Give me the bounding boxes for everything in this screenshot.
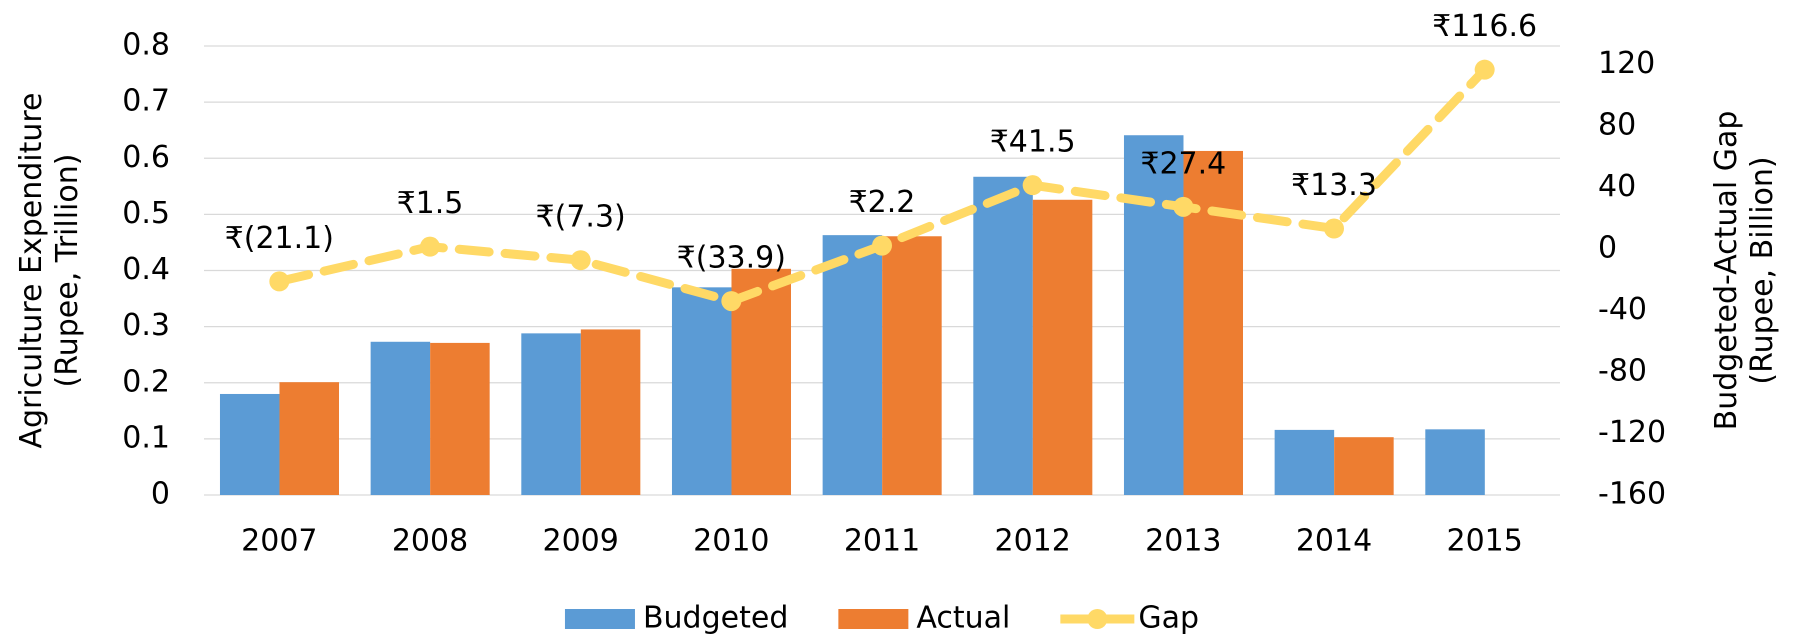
y-axis-title-line: Agriculture Expenditure — [14, 92, 49, 448]
bar — [973, 176, 1033, 496]
y2-tick-label: 40 — [1598, 169, 1636, 204]
bar — [1274, 429, 1335, 495]
y2-axis-title-line: (Rupee, Billion) — [1745, 156, 1780, 384]
y2-tick-label: -80 — [1598, 353, 1647, 388]
bar — [521, 333, 581, 495]
legend-marker — [1087, 609, 1108, 629]
y-tick-label: 0.4 — [122, 252, 170, 287]
x-tick-label: 2007 — [241, 524, 317, 559]
marker — [872, 235, 892, 256]
y2-tick-label: -40 — [1598, 292, 1647, 327]
x-tick-label: 2015 — [1446, 524, 1522, 559]
marker — [269, 271, 290, 292]
data-label: ₹116.6 — [1432, 9, 1537, 44]
bar — [1425, 429, 1485, 495]
y-tick-label: 0.7 — [122, 84, 170, 119]
y2-tick-label: -160 — [1598, 477, 1666, 512]
legend-label: Budgeted — [643, 601, 788, 636]
data-label: ₹(33.9) — [677, 241, 786, 276]
x-tick-label: 2009 — [542, 524, 618, 559]
data-label: ₹(21.1) — [225, 221, 334, 256]
y2-axis-title-line: Budgeted-Actual Gap — [1709, 111, 1744, 431]
data-label: ₹13.3 — [1291, 168, 1377, 203]
y-tick-label: 0 — [151, 477, 170, 512]
x-tick-label: 2010 — [693, 524, 769, 559]
bar — [1183, 150, 1243, 496]
bar — [279, 382, 339, 495]
legend-swatch — [838, 609, 909, 629]
legend-label: Actual — [916, 601, 1010, 636]
x-tick-label: 2013 — [1145, 524, 1221, 559]
data-label: ₹1.5 — [397, 186, 464, 221]
y-tick-label: 0.5 — [122, 196, 170, 231]
bar — [671, 287, 732, 495]
y-tick-label: 0.3 — [122, 308, 170, 343]
legend-item: Gap — [1060, 601, 1199, 636]
marker — [570, 250, 591, 271]
y-axis-title-line: (Rupee, Trillion) — [50, 154, 85, 388]
y-tick-label: 0.8 — [122, 28, 170, 63]
bar — [822, 235, 883, 496]
data-label: ₹(7.3) — [536, 200, 626, 235]
y2-tick-label: 0 — [1598, 230, 1617, 265]
bar — [1123, 135, 1184, 495]
y-axis-title: Agriculture Expenditure(Rupee, Trillion) — [14, 92, 85, 448]
marker — [1474, 59, 1495, 80]
legend-swatch — [564, 609, 635, 629]
marker — [1022, 175, 1043, 196]
y-tick-label: 0.1 — [122, 420, 170, 455]
y-tick-label: 0.2 — [122, 364, 170, 399]
marker — [420, 236, 440, 257]
x-tick-label: 2014 — [1296, 524, 1372, 559]
marker — [721, 291, 742, 312]
y-tick-label: 0.6 — [122, 140, 170, 175]
bar — [370, 341, 431, 495]
data-label: ₹2.2 — [849, 185, 916, 220]
data-label: ₹41.5 — [990, 125, 1076, 160]
x-tick-label: 2008 — [392, 524, 468, 559]
marker — [1324, 218, 1344, 239]
bar — [219, 393, 280, 495]
legend-item: Actual — [838, 601, 1010, 636]
marker — [1173, 196, 1194, 217]
bar — [882, 236, 942, 496]
y2-tick-label: -120 — [1598, 415, 1666, 450]
bar — [580, 329, 641, 495]
legend-label: Gap — [1138, 601, 1199, 636]
x-tick-label: 2011 — [844, 524, 920, 559]
x-tick-label: 2012 — [994, 524, 1070, 559]
bar — [1334, 437, 1394, 495]
y2-tick-label: 80 — [1598, 107, 1636, 142]
data-label: ₹27.4 — [1140, 146, 1226, 181]
bar — [1032, 199, 1093, 495]
y2-axis-title: Budgeted-Actual Gap(Rupee, Billion) — [1709, 111, 1780, 431]
legend-item: Budgeted — [564, 601, 788, 636]
y2-tick-label: 120 — [1598, 46, 1655, 81]
bar — [430, 342, 490, 495]
bar — [731, 268, 791, 495]
